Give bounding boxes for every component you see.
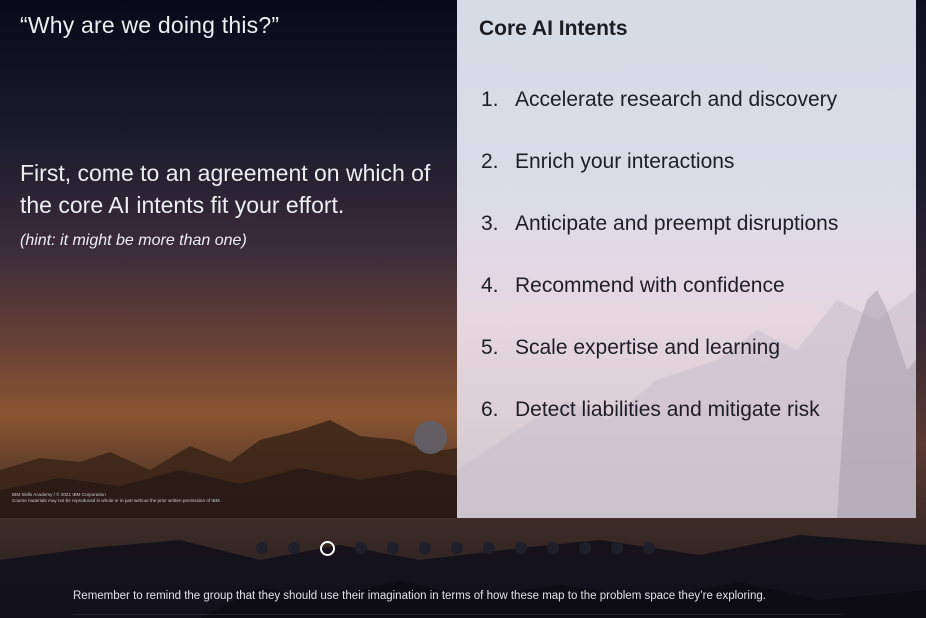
pagination-dot-active[interactable] xyxy=(320,540,335,556)
intent-item: 5. Scale expertise and learning xyxy=(481,336,838,398)
notes-divider xyxy=(73,614,843,615)
pagination-dot[interactable] xyxy=(288,542,300,554)
pagination-dot[interactable] xyxy=(611,542,623,554)
pagination-dot[interactable] xyxy=(643,542,655,554)
speaker-notes: Remember to remind the group that they s… xyxy=(73,590,766,602)
intent-label: Detect liabilities and mitigate risk xyxy=(515,398,820,421)
intent-label: Scale expertise and learning xyxy=(515,336,781,359)
intent-item: 6. Detect liabilities and mitigate risk xyxy=(481,398,838,460)
core-intents-panel: Core AI Intents 1. Accelerate research an… xyxy=(457,0,916,518)
intent-number: 5. xyxy=(481,336,499,359)
intent-item: 3. Anticipate and preempt disruptions xyxy=(481,212,838,274)
intent-number: 4. xyxy=(481,274,499,297)
intent-label: Accelerate research and discovery xyxy=(515,88,838,111)
slide-pagination xyxy=(256,540,675,556)
slide-background-mountains xyxy=(0,420,457,518)
pagination-dot[interactable] xyxy=(256,542,268,554)
intent-label: Anticipate and preempt disruptions xyxy=(515,212,839,235)
intent-item: 1. Accelerate research and discovery xyxy=(481,88,838,150)
intent-item: 2. Enrich your interactions xyxy=(481,150,838,212)
pointer-indicator xyxy=(414,421,447,454)
pagination-dot[interactable] xyxy=(483,542,495,554)
copyright-footer: IBM Skills Academy / © 2021 IBM Corporat… xyxy=(12,492,272,504)
pagination-dot[interactable] xyxy=(419,542,431,554)
slide-quote-title: “Why are we doing this?” xyxy=(20,12,280,38)
intent-label: Enrich your interactions xyxy=(515,150,735,173)
intent-number: 6. xyxy=(481,398,499,421)
intent-list: 1. Accelerate research and discovery 2. En… xyxy=(481,88,838,460)
panel-title: Core AI Intents xyxy=(479,17,628,40)
intent-item: 4. Recommend with confidence xyxy=(481,274,838,336)
intent-label: Recommend with confidence xyxy=(515,274,785,297)
copyright-line: IBM Skills Academy / © 2021 IBM Corporat… xyxy=(12,492,106,497)
slide: “Why are we doing this?” First, come to … xyxy=(0,0,916,518)
intent-number: 1. xyxy=(481,88,499,111)
pagination-dot[interactable] xyxy=(547,542,559,554)
pagination-dot[interactable] xyxy=(579,542,591,554)
panel-background-mountains xyxy=(457,290,916,518)
slide-instruction: First, come to an agreement on which of … xyxy=(20,160,431,218)
pagination-dot[interactable] xyxy=(387,542,399,554)
pagination-dot[interactable] xyxy=(355,542,367,554)
slide-hint: (hint: it might be more than one) xyxy=(20,232,247,249)
pagination-dot[interactable] xyxy=(451,542,463,554)
permission-line: Course materials may not be reproduced i… xyxy=(12,498,221,503)
intent-number: 3. xyxy=(481,212,499,235)
pagination-dot[interactable] xyxy=(515,542,527,554)
intent-number: 2. xyxy=(481,150,499,173)
